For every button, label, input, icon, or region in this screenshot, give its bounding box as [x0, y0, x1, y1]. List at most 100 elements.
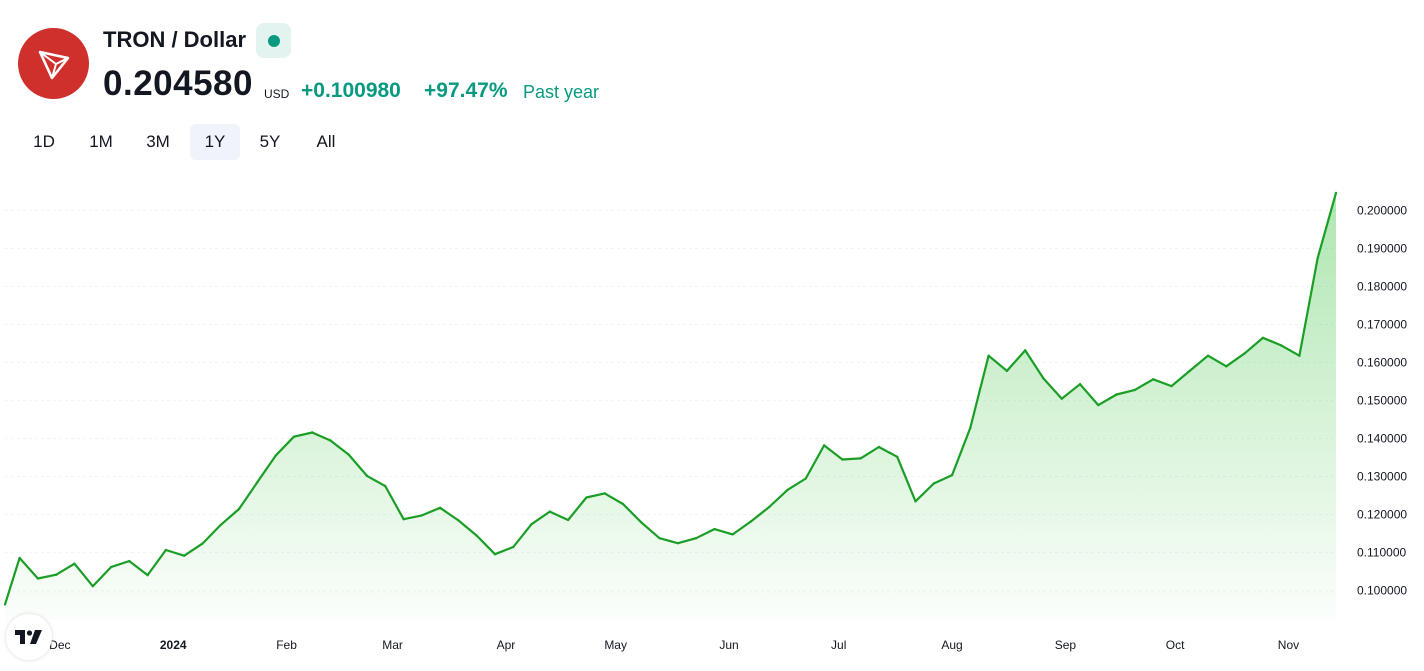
price-point: [1060, 397, 1063, 400]
price-point: [402, 518, 405, 521]
tab-1y[interactable]: 1Y: [190, 124, 240, 160]
price-point: [950, 473, 954, 477]
tab-5y[interactable]: 5Y: [259, 132, 281, 151]
price-point: [3, 603, 7, 606]
price-point: [896, 455, 899, 459]
price-point: [1005, 369, 1009, 373]
tab-all[interactable]: All: [316, 132, 336, 151]
y-tick-label: 0.130000: [1357, 470, 1407, 484]
price-point: [1279, 344, 1283, 347]
price-point: [182, 554, 186, 557]
price-point: [128, 559, 131, 563]
price-point: [1316, 256, 1319, 260]
price-point: [530, 522, 533, 526]
symbol-title: TRON / Dollar: [103, 27, 247, 52]
price-point: [1133, 388, 1137, 392]
price-point: [457, 519, 460, 522]
price-point: [603, 492, 606, 495]
x-tick-label: Mar: [382, 638, 403, 652]
price-point: [694, 537, 698, 540]
tab-3m[interactable]: 3M: [146, 132, 170, 151]
y-tick-label: 0.180000: [1357, 279, 1407, 293]
price-point: [1188, 369, 1191, 373]
tron-logo-icon: [18, 28, 89, 99]
price-point: [1115, 393, 1118, 396]
x-tick-label: Sep: [1055, 638, 1077, 652]
tradingview-logo-icon[interactable]: [6, 614, 52, 660]
tab-1m[interactable]: 1M: [89, 132, 113, 151]
y-tick-label: 0.190000: [1357, 241, 1407, 255]
price-point: [1042, 377, 1045, 380]
price-point: [1078, 383, 1082, 386]
y-tick-label: 0.160000: [1357, 356, 1407, 370]
current-price: 0.204580: [103, 64, 253, 103]
y-tick-label: 0.140000: [1357, 432, 1407, 446]
x-tick-label: Aug: [941, 638, 962, 652]
x-tick-label: Oct: [1166, 638, 1185, 652]
price-point: [201, 542, 204, 545]
x-tick-label: Dec: [49, 638, 70, 652]
price-change: +0.100980: [301, 79, 401, 102]
price-point: [1170, 384, 1173, 388]
price-line: [3, 192, 1338, 605]
price-point: [36, 577, 40, 580]
y-tick-label: 0.170000: [1357, 318, 1407, 332]
price-point: [73, 562, 76, 565]
price-point: [768, 505, 771, 509]
price-point: [1243, 352, 1246, 355]
y-tick-label: 0.110000: [1357, 546, 1406, 560]
x-tick-label: 2024: [160, 638, 187, 652]
market-open-dot: [267, 34, 280, 47]
y-tick-label: 0.150000: [1357, 394, 1407, 408]
tab-1d[interactable]: 1D: [33, 132, 55, 151]
price-change-percent: +97.47%: [424, 79, 508, 102]
price-point: [256, 481, 259, 484]
price-point: [274, 454, 277, 457]
price-point: [54, 573, 58, 576]
price-point: [1023, 349, 1027, 352]
price-point: [786, 488, 789, 492]
price-point: [841, 458, 844, 461]
price-point: [512, 545, 515, 549]
price-point: [1298, 354, 1301, 357]
price-point: [1261, 336, 1265, 340]
price-point: [932, 482, 935, 485]
price-point: [384, 484, 387, 488]
price-point: [1206, 354, 1210, 357]
price-point: [91, 584, 94, 588]
price-point: [621, 502, 625, 506]
price-point: [969, 426, 972, 430]
price-point: [859, 457, 862, 460]
price-point: [731, 533, 734, 536]
y-tick-label: 0.100000: [1357, 584, 1407, 598]
y-tick-label: 0.120000: [1357, 508, 1407, 522]
y-tick-label: 0.200000: [1357, 203, 1407, 217]
price-point: [237, 507, 241, 511]
market-status-badge[interactable]: [256, 23, 291, 58]
price-point: [1225, 365, 1228, 368]
price-point: [822, 444, 826, 447]
x-tick-label: Jul: [831, 638, 846, 652]
price-point: [164, 548, 168, 552]
price-point: [493, 553, 497, 556]
currency-label: USD: [264, 87, 290, 101]
price-point: [438, 506, 442, 510]
price-point: [749, 520, 753, 523]
price-point: [347, 453, 350, 456]
period-label: Past year: [523, 82, 600, 102]
price-point: [365, 474, 369, 478]
price-point: [804, 477, 807, 480]
price-point: [109, 565, 113, 569]
price-point: [713, 527, 716, 531]
x-tick-label: Jun: [719, 638, 738, 652]
price-point: [640, 521, 643, 524]
x-tick-label: Apr: [497, 638, 516, 652]
price-point: [658, 537, 661, 540]
price-area-fill: [5, 192, 1336, 620]
price-point: [877, 445, 881, 449]
price-point: [585, 496, 588, 499]
price-point: [329, 439, 332, 442]
price-point: [1097, 403, 1100, 407]
price-chart[interactable]: 0.100000 0.110000 0.120000 0.130000 0.140000…: [0, 160, 1424, 671]
price-point: [18, 556, 21, 560]
